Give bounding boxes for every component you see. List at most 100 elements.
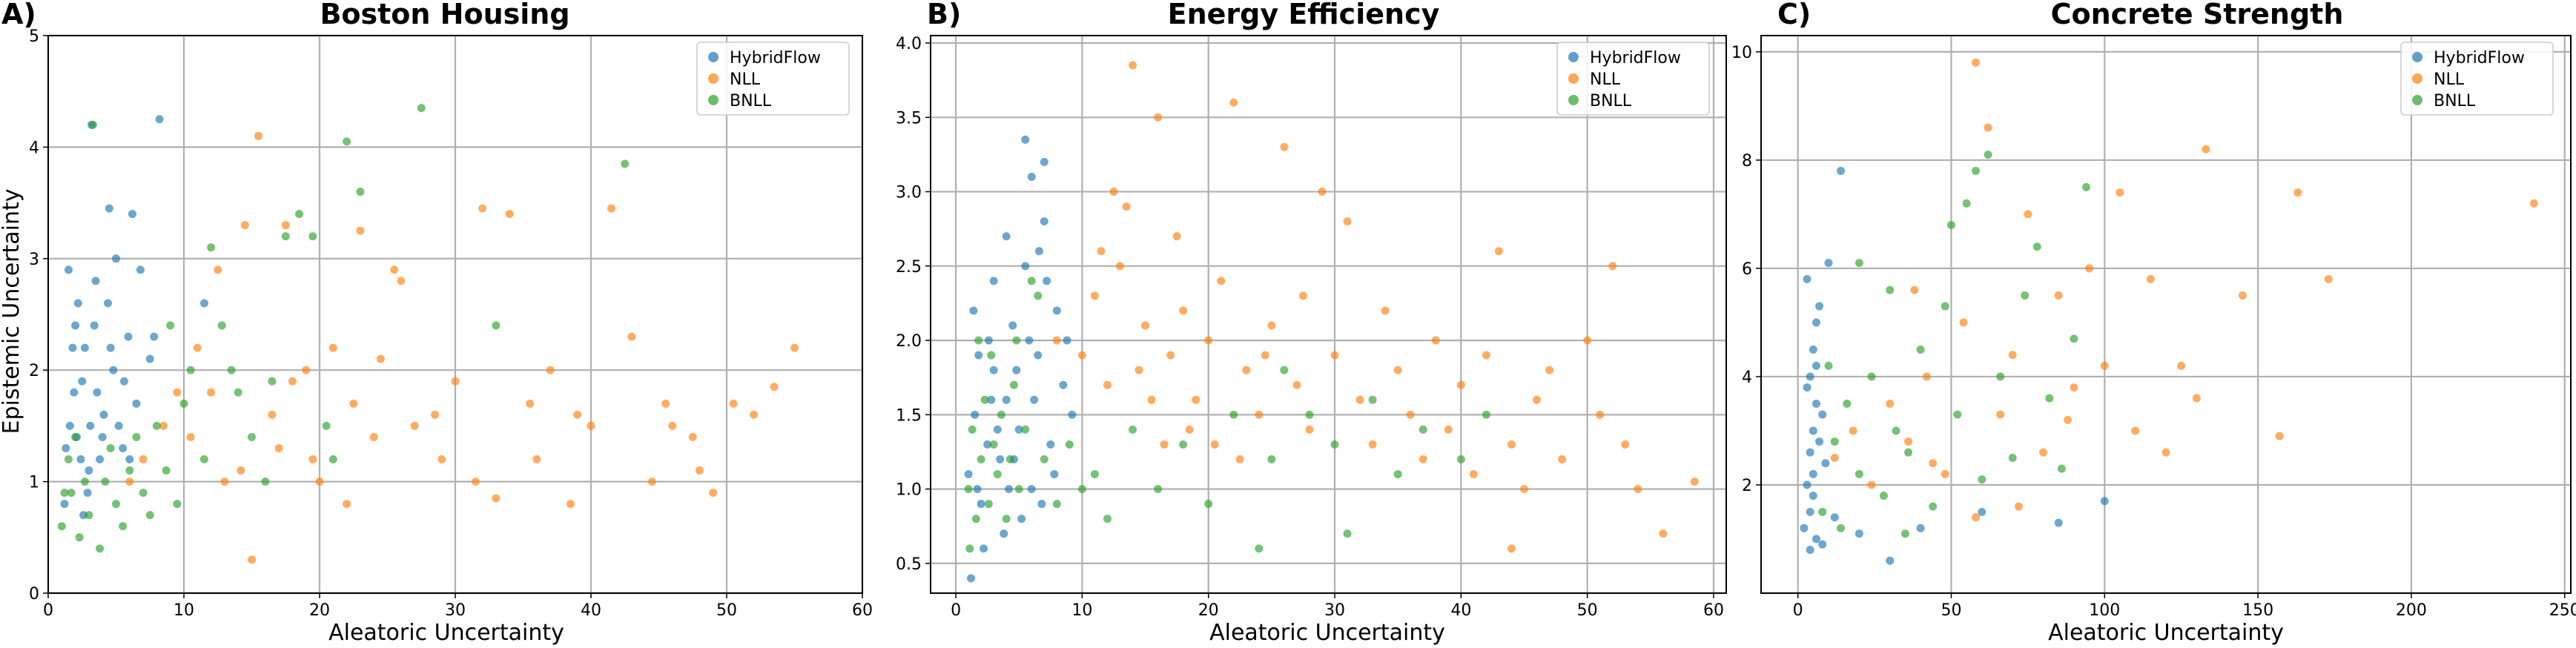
panel-b-bnll-point-17	[1052, 500, 1061, 509]
panel-c-nll-point-33	[2014, 502, 2023, 511]
panel-b: B) Energy Efficiency 0 10 20 30 40 50 60 0.5 1.0…	[896, 0, 1727, 646]
panel-b-nll-point-59	[1160, 440, 1169, 449]
panel-b-bnll-point-13	[1021, 425, 1030, 434]
panel-a-nll-point-35	[397, 277, 406, 285]
panel-a-bnll-point-32	[132, 432, 141, 441]
panel-c-legend-marker-1	[2412, 73, 2423, 84]
panel-a-bnll-point-41	[328, 455, 337, 464]
panel-a-points	[57, 104, 799, 564]
panel-a-bnll-point-25	[322, 421, 331, 430]
panel-c-bnll-point-10	[1941, 302, 1949, 311]
panel-b-bnll-point-25	[1204, 500, 1213, 509]
panel-a-nll-point-3	[254, 131, 263, 140]
panel-b-nll-point-41	[1583, 336, 1592, 345]
panel-b-bnll-point-37	[1482, 410, 1490, 419]
panel-b-nll-point-11	[1192, 395, 1201, 404]
panel-c-hybridflow-point-27	[1855, 529, 1863, 538]
panel-b-nll-point-26	[1381, 306, 1390, 315]
panel-c-hybridflow-point-13	[1818, 410, 1827, 419]
panel-a-xtick-label-6: 60	[852, 601, 873, 620]
panel-c-tag: C)	[1777, 0, 1811, 30]
panel-c-hybridflow-point-18	[1809, 492, 1817, 500]
panel-c-bnll-point-23	[1855, 259, 1863, 268]
panel-a-bnll-point-37	[60, 489, 69, 497]
panel-a-hybridflow-point-23	[145, 354, 154, 363]
panel-b-nll-point-27	[1393, 366, 1402, 374]
panel-a-nll-point-20	[587, 421, 595, 430]
panel-b-hybridflow-point-23	[1017, 515, 1026, 523]
panel-c-hybridflow-point-20	[1824, 259, 1833, 268]
panel-a-bnll-point-14	[227, 366, 236, 374]
panel-a-hybridflow-point-32	[150, 332, 159, 341]
panel-c-nll-point-16	[2085, 264, 2094, 273]
panel-b-nll-point-44	[1621, 440, 1630, 449]
panel-b-hybridflow-point-25	[987, 395, 996, 404]
panel-b-nll-point-24	[1355, 395, 1364, 404]
panel-b-bnll-point-2	[971, 515, 980, 523]
panel-c-xtick-label-1: 50	[1941, 601, 1961, 620]
panel-c-title: Concrete Strength	[2051, 0, 2344, 30]
panel-c-nll-point-23	[2192, 394, 2201, 403]
panel-a-bnll-point-16	[261, 477, 270, 486]
panel-b-hybridflow-point-10	[1027, 485, 1036, 494]
panel-c-nll-point-6	[1941, 469, 1949, 478]
panel-b-nll-point-30	[1431, 336, 1440, 345]
panel-a-nll-point-13	[451, 377, 460, 386]
panel-a-hybridflow-point-8	[119, 443, 128, 452]
panel-c-ticks: 0 50 100 150 200 250 2 4 6 8 10	[1731, 44, 2576, 620]
panel-b-nll-point-19	[1292, 380, 1301, 389]
panel-b-nll-point-57	[1172, 232, 1181, 241]
panel-b-frame	[930, 35, 1727, 594]
panel-b-nll-point-54	[1235, 455, 1244, 464]
panel-b-bnll-point-22	[1129, 425, 1137, 434]
panel-a-bnll-point-35	[106, 443, 115, 452]
panel-c-nll-point-21	[2161, 448, 2170, 457]
panel-b-nll-point-51	[1147, 395, 1156, 404]
panel-b-bnll-point-15	[1034, 291, 1043, 300]
panel-b-bnll-point-6	[989, 440, 998, 449]
panel-c-hybridflow-point-22	[2100, 497, 2109, 506]
panel-a-nll-point-44	[661, 399, 670, 408]
panel-b-hybridflow-point-13	[1046, 440, 1055, 449]
panel-b-hybridflow-point-5	[996, 455, 1005, 464]
panel-a-bnll-point-6	[112, 500, 120, 509]
panel-c-bnll-point-19	[2045, 394, 2054, 403]
panel-b-hybridflow-point-12	[1040, 217, 1048, 226]
panel-c-nll-point-12	[2024, 210, 2032, 219]
panel-b-hybridflow-point-38	[973, 485, 982, 494]
panel-b-nll-point-55	[1261, 351, 1269, 360]
panel-a-nll-point-14	[471, 477, 480, 486]
panel-b-bnll-point-33	[1368, 395, 1377, 404]
panel-c-bnll-point-0	[1818, 507, 1827, 516]
panel-b-nll-point-5	[1129, 61, 1137, 70]
panel-c-ytick-label-1: 4	[1742, 368, 1752, 387]
panel-c-nll-point-14	[2054, 291, 2063, 300]
panel-a-hybridflow-point-15	[73, 299, 82, 308]
panel-c-hybridflow-point-11	[1812, 535, 1820, 543]
panel-a-nll-point-11	[410, 421, 419, 430]
panel-b-bnll-point-10	[1005, 455, 1014, 464]
panel-c: C) Concrete Strength 0 50 100 150 200 250 2 4 6 8…	[1731, 0, 2576, 646]
panel-a-bnll-point-36	[162, 466, 171, 475]
panel-c-nll-point-22	[2177, 361, 2186, 370]
panel-b-nll-point-16	[1255, 410, 1264, 419]
panel-c-bnll-point-20	[2057, 464, 2066, 473]
panel-c-xtick-label-4: 200	[2396, 601, 2427, 620]
panel-a-hybridflow-point-5	[90, 321, 99, 330]
panel-b-hybridflow-point-30	[1059, 380, 1068, 389]
panel-b-hybridflow-point-7	[1008, 321, 1017, 330]
panel-a-nll-point-1	[207, 388, 216, 397]
panel-b-hybridflow-point-6	[1002, 395, 1011, 404]
panel-b-xtick-label-6: 60	[1703, 601, 1724, 620]
panel-c-hybridflow-point-1	[1803, 480, 1812, 489]
panel-c-bnll-point-9	[1929, 502, 1938, 511]
panel-b-hybridflow-point-22	[1000, 529, 1008, 538]
panel-b-nll-point-20	[1305, 425, 1314, 434]
panel-c-nll-point-32	[1910, 285, 1919, 294]
panel-c-nll-point-7	[1959, 318, 1968, 327]
panel-c-ytick-label-3: 8	[1742, 152, 1752, 171]
panel-c-bnll-point-25	[1824, 361, 1833, 370]
panel-b-nll-point-15	[1242, 366, 1251, 374]
panel-c-nll-point-29	[2529, 199, 2538, 208]
panel-c-nll-point-13	[2039, 448, 2048, 457]
